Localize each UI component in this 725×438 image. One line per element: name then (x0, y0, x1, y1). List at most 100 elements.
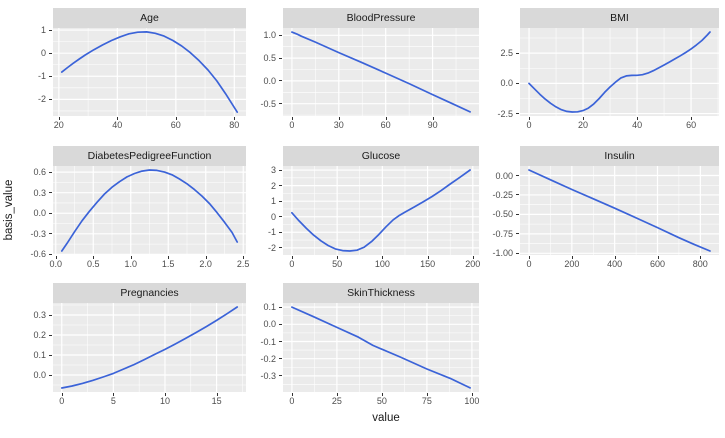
y-tick-mark (49, 253, 52, 255)
facet-title: Glucose (361, 150, 401, 162)
x-tick-label: 20 (577, 120, 589, 130)
y-tick-label: 2 (270, 180, 276, 191)
x-tick-label: 30 (333, 120, 344, 130)
facet-diabetespedigreefunction: DiabetesPedigreeFunction 0.6 0.3 0.0 -0.3 -0… (30, 146, 249, 269)
y-tick-label: -0.75 (492, 228, 513, 239)
x-tick-label: 75 (421, 396, 432, 406)
x-tick-label: 20 (53, 120, 64, 130)
x-tick-label: 400 (607, 259, 623, 269)
x-axis-labels: 0 200 400 600 800 (520, 255, 719, 272)
x-tick-mark (338, 117, 340, 120)
x-tick-mark (291, 117, 293, 120)
y-tick-mark (279, 358, 282, 360)
plot-panel (283, 28, 479, 116)
x-tick-label: 800 (692, 259, 708, 269)
x-tick-mark (61, 393, 63, 396)
x-axis-labels: 20 40 60 80 (53, 116, 246, 133)
y-tick-label: -0.50 (492, 209, 513, 220)
y-tick-mark (49, 192, 52, 194)
y-tick-mark (279, 169, 282, 171)
y-tick-mark (279, 231, 282, 233)
basis-curve (60, 169, 239, 252)
y-tick-mark (49, 52, 52, 54)
x-tick-mark (657, 256, 659, 259)
x-tick-mark (529, 117, 530, 120)
y-tick-label: -0.3 (260, 370, 276, 381)
y-tick-label: 0.0 (500, 78, 513, 89)
x-tick-mark (216, 393, 218, 396)
y-tick-label: -0.5 (260, 98, 276, 109)
x-axis-labels: 0 30 60 90 (283, 116, 479, 133)
y-tick-mark (516, 233, 519, 235)
x-tick-mark (337, 256, 339, 259)
x-tick-mark (472, 256, 474, 259)
x-tick-mark (165, 393, 166, 396)
y-tick-label: 0.3 (33, 310, 46, 320)
x-tick-label: 10 (159, 396, 171, 406)
basis-curve (60, 306, 239, 389)
facet-plot-svg (283, 166, 479, 255)
y-tick-mark (516, 82, 519, 84)
plot-panel (283, 166, 479, 255)
y-tick-mark (516, 252, 519, 254)
facet-title: BloodPressure (346, 12, 416, 24)
y-tick-label: 0 (270, 211, 276, 222)
y-tick-label: -0.1 (260, 336, 276, 347)
x-tick-mark (637, 117, 639, 120)
y-tick-mark (279, 103, 282, 105)
plot-panel (53, 166, 246, 255)
x-tick-label: 80 (229, 120, 240, 130)
x-tick-mark (234, 117, 236, 120)
facet-title: DiabetesPedigreeFunction (87, 150, 212, 162)
y-tick-mark (279, 247, 282, 249)
facet-plot-svg (53, 28, 246, 116)
facet-bmi: BMI 2.5 0.0 -2.5 0 20 40 60 (497, 8, 719, 130)
x-tick-mark (175, 117, 177, 120)
y-tick-mark (516, 52, 519, 54)
facet-title: SkinThickness (347, 287, 415, 299)
facet-glucose: Glucose 3 2 1 0 -1 -2 0 50 100 150 200 (268, 146, 480, 269)
x-tick-label: 2.0 (199, 259, 212, 269)
facet-strip: Glucose (283, 146, 479, 166)
y-tick-mark (279, 216, 282, 218)
x-tick-mark (168, 256, 170, 259)
y-tick-mark (279, 323, 282, 325)
y-tick-label: -1.00 (492, 248, 513, 259)
y-tick-label: 0.0 (33, 208, 46, 219)
basis-curve (60, 31, 239, 113)
y-tick-mark (279, 306, 282, 308)
facet-title: Age (140, 12, 159, 24)
x-tick-mark (291, 393, 293, 396)
y-tick-label: -2 (37, 94, 46, 105)
x-tick-mark (583, 117, 584, 120)
x-tick-mark (700, 256, 702, 259)
y-tick-mark (516, 213, 519, 215)
x-tick-label: 60 (170, 120, 181, 130)
x-tick-label: 40 (632, 120, 643, 130)
facet-plot-svg (283, 28, 479, 116)
x-tick-label: 0.0 (49, 259, 63, 269)
x-tick-mark (427, 256, 429, 259)
plot-panel (283, 303, 479, 392)
y-tick-label: 0.3 (33, 187, 46, 198)
y-tick-label: -0.3 (30, 228, 46, 239)
x-tick-mark (58, 117, 60, 120)
y-axis-labels: 0.6 0.3 0.0 -0.3 -0.6 (7, 166, 53, 259)
x-tick-label: 40 (112, 120, 123, 130)
x-tick-mark (382, 256, 384, 259)
plot-panel (53, 303, 246, 392)
x-tick-mark (471, 393, 473, 396)
x-tick-label: 0 (526, 259, 532, 269)
y-tick-label: 1 (270, 196, 276, 207)
y-tick-mark (279, 341, 282, 342)
x-tick-label: 200 (465, 259, 481, 269)
y-tick-label: 0.1 (33, 350, 46, 360)
y-tick-label: 0.2 (33, 330, 46, 340)
basis-curve (291, 31, 471, 113)
y-tick-label: 0.6 (33, 167, 46, 178)
x-tick-label: 25 (331, 396, 342, 406)
y-tick-mark (279, 200, 282, 202)
x-tick-label: 5 (110, 396, 116, 406)
x-tick-label: 2.5 (236, 259, 250, 269)
